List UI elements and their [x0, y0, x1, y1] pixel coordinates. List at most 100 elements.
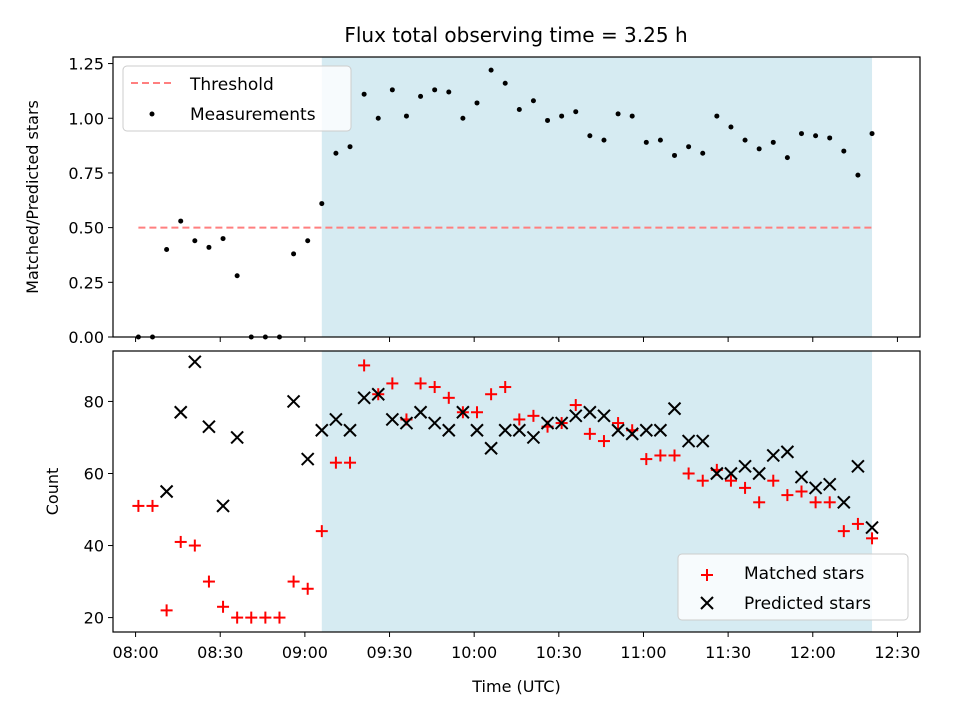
- measurement-point: [375, 115, 381, 121]
- matched-star-point: [442, 391, 455, 404]
- matched-star-point: [682, 467, 695, 480]
- measurement-point: [460, 115, 466, 121]
- matched-star-point: [301, 582, 314, 595]
- predicted-star-point: [442, 423, 456, 437]
- bottom-panel: 20 40 60 80 08:00 08:30 09:00 09:30 10:00 10:30 1…: [43, 350, 921, 696]
- predicted-star-point: [583, 405, 597, 419]
- measurement-point: [756, 146, 762, 152]
- matched-star-point: [809, 496, 822, 509]
- measurement-point: [474, 100, 480, 106]
- top-y-tick-label: 1.00: [68, 109, 104, 128]
- top-y-axis-label: Matched/Predicted stars: [23, 100, 42, 294]
- predicted-star-point: [300, 452, 315, 466]
- matched-star-point: [174, 535, 187, 548]
- predicted-star-point: [371, 387, 385, 401]
- predicted-star-point: [202, 419, 216, 434]
- predicted-star-point: [216, 499, 230, 513]
- predicted-star-point: [540, 416, 555, 430]
- measurement-point: [827, 135, 833, 141]
- measurement-point: [559, 113, 565, 119]
- measurement-point: [403, 113, 409, 119]
- measurement-point: [869, 131, 875, 137]
- measurement-point: [657, 137, 663, 143]
- matched-star-point: [329, 456, 342, 469]
- matched-star-point: [837, 525, 850, 538]
- measurement-point: [601, 137, 607, 143]
- matched-star-point: [851, 517, 864, 530]
- predicted-star-point: [188, 355, 202, 369]
- legend-threshold-label: Threshold: [189, 75, 274, 95]
- predicted-star-point: [470, 423, 484, 437]
- x-tick-label: 08:30: [197, 643, 243, 662]
- matched-star-point: [597, 435, 610, 448]
- matched-star-point: [132, 499, 145, 512]
- matched-star-point: [654, 449, 667, 462]
- x-axis-label: Time (UTC): [471, 677, 560, 696]
- predicted-star-point: [780, 445, 795, 459]
- predicted-star-point: [286, 394, 301, 409]
- predicted-star-point: [357, 391, 371, 405]
- x-tick-label: 09:00: [282, 643, 328, 662]
- measurement-point: [784, 155, 790, 161]
- matched-star-point: [866, 532, 879, 545]
- predicted-star-point: [653, 423, 668, 437]
- predicted-star-point: [484, 441, 498, 455]
- predicted-star-point: [639, 423, 654, 437]
- predicted-star-point: [808, 481, 823, 495]
- bottom-y-tick-label: 20: [84, 609, 104, 628]
- top-y-tick-label: 1.25: [68, 55, 104, 74]
- matched-star-point: [245, 611, 258, 624]
- predicted-star-point: [512, 423, 527, 437]
- measurement-point: [516, 107, 522, 112]
- predicted-star-point: [724, 466, 738, 481]
- predicted-star-point: [625, 427, 639, 441]
- matched-star-point: [724, 474, 737, 487]
- x-tick-label: 10:30: [536, 643, 582, 662]
- matched-star-point: [146, 499, 159, 512]
- measurement-point: [432, 87, 438, 93]
- predicted-star-point: [159, 484, 174, 499]
- legend-measurements-swatch: [149, 111, 155, 117]
- measurement-point: [672, 152, 678, 158]
- matched-star-point: [527, 409, 540, 422]
- matched-star-point: [823, 496, 836, 509]
- matched-star-point: [640, 453, 653, 466]
- matched-star-point: [315, 525, 328, 538]
- predicted-star-point: [427, 416, 442, 430]
- predicted-star-point: [174, 405, 188, 419]
- measurement-point: [573, 109, 579, 115]
- matched-star-point: [513, 413, 526, 426]
- measurement-point: [178, 218, 184, 224]
- matched-star-point: [612, 417, 625, 430]
- legend-measurements-label: Measurements: [190, 105, 316, 125]
- measurement-point: [643, 139, 649, 145]
- measurement-point: [488, 67, 494, 73]
- x-tick-label: 12:30: [874, 643, 920, 662]
- top-y-tick-label: 0.75: [68, 164, 104, 183]
- measurement-point: [446, 89, 452, 95]
- measurement-point: [220, 236, 226, 242]
- measurement-point: [347, 144, 353, 150]
- bottom-y-tick-label: 80: [84, 392, 104, 411]
- x-tick-label: 11:30: [705, 643, 751, 662]
- predicted-star-point: [343, 423, 357, 437]
- matched-star-point: [287, 575, 300, 588]
- measurement-point: [164, 247, 170, 252]
- top-axes-frame: [112, 56, 921, 338]
- legend-matched-label: Matched stars: [744, 564, 864, 584]
- top-observing-span: [321, 57, 873, 337]
- predicted-star-point: [752, 466, 766, 481]
- measurement-point: [418, 93, 424, 99]
- measurement-point: [629, 113, 635, 119]
- matched-star-point: [273, 611, 286, 624]
- measurement-point: [700, 150, 706, 156]
- matched-star-point: [499, 381, 512, 394]
- predicted-star-point: [766, 448, 780, 463]
- bottom-axes-frame: [112, 350, 921, 633]
- measurement-point: [206, 244, 212, 250]
- measurement-point: [319, 201, 325, 207]
- legend-predicted-label: Predicted stars: [744, 594, 871, 614]
- predicted-star-point: [851, 459, 865, 473]
- predicted-star-point: [526, 430, 541, 445]
